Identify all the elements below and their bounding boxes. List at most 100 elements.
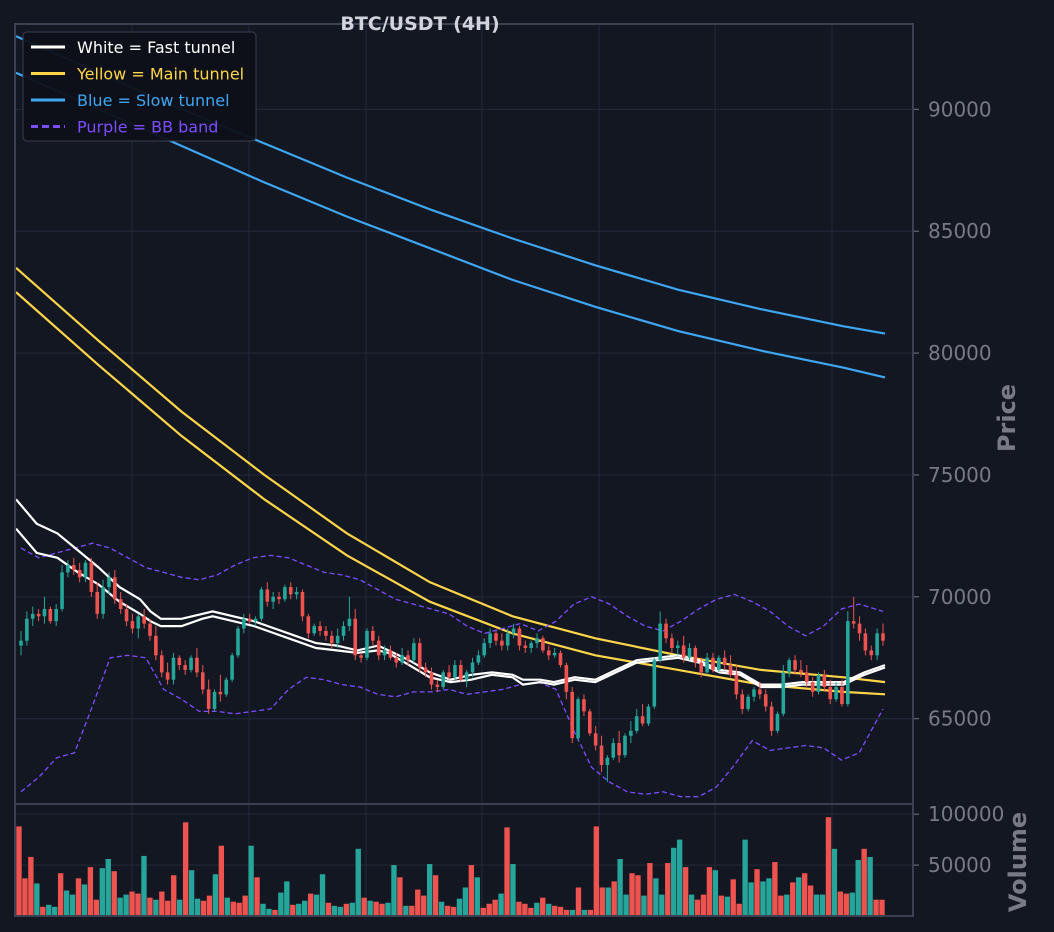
volume-bar: [93, 899, 100, 916]
chart-title: BTC/USDT (4H): [340, 13, 499, 35]
volume-bar: [778, 895, 784, 916]
candle-body: [394, 657, 399, 663]
candle-body: [154, 635, 158, 656]
volume-bar: [421, 895, 427, 916]
price-tick-label: 80000: [928, 341, 992, 365]
volume-bar: [34, 883, 40, 916]
volume-bar: [260, 903, 266, 916]
volume-bar: [397, 877, 403, 916]
candle-body: [224, 679, 229, 695]
volume-bar: [105, 858, 111, 916]
volume-bar: [718, 895, 724, 916]
volume-bar: [349, 902, 355, 916]
volume-bar: [665, 863, 671, 916]
volume-bar: [117, 897, 123, 916]
volume-bar: [855, 860, 861, 916]
volume-bar: [694, 899, 701, 916]
candle-body: [558, 652, 563, 666]
candle-body: [552, 652, 557, 656]
volume-bar: [790, 882, 796, 916]
volume-bar: [492, 899, 498, 916]
candle-body: [107, 577, 111, 588]
volume-bar: [87, 867, 94, 916]
volume-bar: [760, 881, 766, 916]
candle-body: [488, 633, 492, 644]
volume-bar: [284, 881, 290, 916]
candle-body: [834, 687, 838, 700]
candle-body: [101, 587, 105, 614]
candle-body: [505, 633, 510, 646]
candle-body: [359, 655, 363, 658]
candle-body: [576, 699, 580, 739]
volume-bar: [706, 867, 713, 916]
candle-body: [810, 682, 815, 692]
candle-body: [371, 630, 375, 641]
volume-bar: [343, 903, 350, 916]
candle-body: [523, 645, 528, 648]
candle-body: [605, 757, 610, 765]
candle-body: [464, 672, 469, 680]
candle-body: [130, 621, 135, 629]
candle-body: [300, 591, 305, 617]
volume-bar: [188, 870, 195, 916]
volume-bar: [605, 887, 611, 916]
volume-bar: [736, 903, 742, 916]
candle-body: [388, 650, 393, 658]
volume-bar: [748, 882, 754, 916]
candle-body: [247, 618, 252, 622]
volume-bar: [682, 867, 689, 916]
volume-bar: [534, 902, 540, 916]
volume-bar: [784, 894, 790, 916]
candle-body: [412, 643, 416, 661]
candle-body: [400, 655, 404, 663]
volume-bar: [57, 873, 64, 916]
candle-body: [711, 657, 715, 670]
volume-bar: [801, 873, 808, 916]
candle-body: [230, 655, 234, 680]
candle-body: [406, 655, 410, 661]
volume-bar: [444, 905, 451, 916]
candle-body: [353, 618, 358, 656]
candle-body: [277, 596, 281, 600]
candle-body: [740, 694, 745, 709]
candle-body: [265, 589, 270, 602]
candle-body: [113, 577, 117, 600]
candle-body: [787, 660, 791, 673]
candle-body: [857, 623, 862, 634]
candle-body: [171, 657, 176, 680]
volume-bar: [147, 897, 153, 916]
volume-bar: [230, 901, 236, 916]
volume-bar: [307, 893, 314, 916]
candle-body: [25, 618, 29, 641]
volume-bar: [593, 826, 600, 916]
candle-body: [822, 674, 827, 687]
candle-body: [453, 665, 457, 678]
legend-label: Purple = BB band: [77, 118, 218, 137]
candle-body: [851, 621, 856, 624]
volume-bar: [522, 903, 528, 916]
candle-body: [734, 674, 739, 695]
candle-body: [664, 623, 668, 639]
candle-body: [494, 633, 498, 641]
candle-body: [218, 691, 223, 695]
candles: [19, 557, 885, 783]
candle-body: [588, 711, 592, 734]
candle-body: [705, 657, 709, 673]
volume-bar: [581, 909, 588, 916]
volume-bar: [319, 874, 326, 916]
candle-body: [77, 570, 82, 578]
candle-body: [365, 630, 369, 658]
volume-bar: [766, 878, 772, 916]
volume-bar: [290, 904, 296, 916]
candle-body: [693, 648, 698, 663]
candle-body: [236, 628, 240, 656]
candle-body: [670, 638, 674, 648]
volume-bar: [540, 897, 546, 916]
volume-axis-label: Volume: [1004, 812, 1032, 912]
chart-legend: White = Fast tunnel Yellow = Main tunnel B…: [22, 31, 257, 142]
candle-body: [652, 660, 657, 707]
volume-bar: [46, 904, 52, 916]
volume-bar: [200, 900, 207, 916]
